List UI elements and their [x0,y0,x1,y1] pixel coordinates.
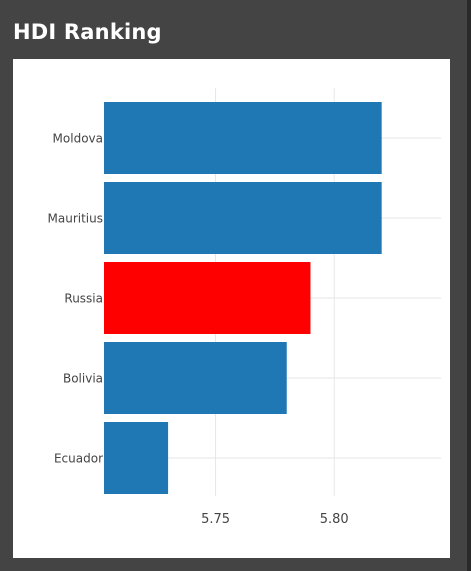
bar-bolivia[interactable] [104,342,287,414]
bar-mauritius[interactable] [104,182,382,254]
y-tick-label-ecuador: Ecuador [54,452,103,466]
bars-layer [104,102,382,494]
hdi-bar-chart: Moldova Mauritius Russia Bolivia Ecuador 5.7… [48,88,441,527]
chart-panel: Moldova Mauritius Russia Bolivia Ecuador 5.7… [13,59,450,558]
x-tick-labels: 5.75 5.80 [201,512,349,527]
y-tick-label-moldova: Moldova [53,132,103,146]
y-tick-labels: Moldova Mauritius Russia Bolivia Ecuador [48,132,104,466]
bar-moldova[interactable] [104,102,382,174]
y-tick-label-mauritius: Mauritius [48,212,103,226]
widget-title: HDI Ranking [13,20,162,44]
y-tick-label-bolivia: Bolivia [63,372,103,386]
x-tick-label: 5.75 [201,512,230,527]
bar-russia[interactable] [104,262,311,334]
y-tick-label-russia: Russia [64,292,103,306]
x-tick-label: 5.80 [320,512,349,527]
bar-ecuador[interactable] [104,422,169,494]
